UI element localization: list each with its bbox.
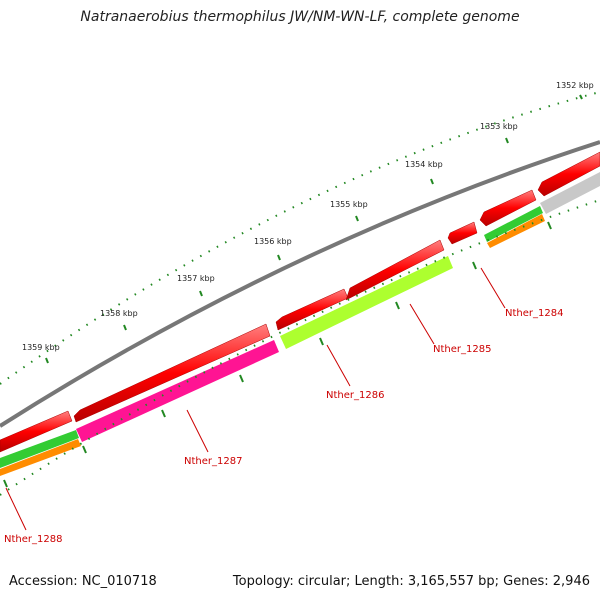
major-tick-1356 [277, 254, 281, 261]
cds-arrow-1288[interactable] [0, 410, 73, 453]
accession-text: Accession: NC_010718 [9, 574, 157, 589]
gene-label-1287[interactable]: Nther_1287 [184, 456, 242, 467]
backbone-ring [0, 140, 600, 428]
inner-major-tick-3 [161, 409, 166, 418]
leader-1285 [409, 303, 435, 345]
inner-major-tick-8 [547, 221, 552, 230]
scale-major-ticks [45, 94, 583, 364]
gene-label-1286[interactable]: Nther_1286 [326, 390, 384, 401]
function-bar-1286[interactable] [280, 256, 453, 349]
map-title: Natranaerobius thermophilus JW/NM-WN-LF,… [80, 9, 520, 25]
green-track[interactable] [0, 206, 543, 468]
cds-arrow-a[interactable] [479, 189, 537, 227]
inner-minor-ticks [0, 199, 600, 496]
major-tick-1357 [199, 290, 203, 297]
cds-arrow-b[interactable] [537, 151, 600, 197]
gene-label-1288[interactable]: Nther_1288 [4, 534, 62, 545]
scale-labels: 1352 kbp 1353 kbp 1354 kbp 1355 kbp 1356… [22, 81, 594, 352]
cds-arrow-1287[interactable] [73, 323, 271, 423]
inner-major-tick-7 [472, 261, 477, 270]
major-tick-1352 [579, 94, 583, 100]
inner-major-tick-6 [395, 301, 400, 310]
inner-major-tick-1 [3, 479, 8, 488]
inner-major-tick-5 [319, 337, 324, 346]
scale-label-1356: 1356 kbp [254, 237, 292, 246]
major-tick-1355 [355, 215, 359, 222]
scale-label-1359: 1359 kbp [22, 343, 60, 352]
scale-label-1355: 1355 kbp [330, 200, 368, 209]
topology-text: Topology: circular; Length: 3,165,557 bp… [232, 574, 590, 589]
orange-track[interactable] [0, 214, 545, 476]
major-tick-1359 [45, 357, 49, 364]
inner-tick-ring [0, 199, 600, 496]
cds-track[interactable] [0, 151, 600, 453]
function-bar-gray[interactable] [540, 172, 600, 214]
major-tick-1353 [505, 137, 509, 144]
leader-1286 [326, 344, 351, 387]
function-bar-1287[interactable] [76, 340, 279, 442]
scale-label-1354: 1354 kbp [405, 160, 443, 169]
function-track[interactable] [76, 172, 600, 442]
scale-label-1353: 1353 kbp [480, 122, 518, 131]
cds-arrow-1285[interactable] [345, 239, 445, 301]
major-tick-1354 [430, 178, 434, 185]
green-bar-left[interactable] [0, 430, 79, 468]
scale-label-1358: 1358 kbp [100, 309, 138, 318]
orange-bar-right[interactable] [487, 214, 545, 248]
gene-label-1284[interactable]: Nther_1284 [505, 308, 563, 319]
green-bar-right[interactable] [484, 206, 543, 242]
gene-label-1285[interactable]: Nther_1285 [433, 344, 491, 355]
inner-major-tick-2 [82, 445, 87, 454]
gene-labels: Nther_1284 Nther_1285 Nther_1286 Nther_1… [4, 308, 563, 545]
cds-arrow-1284[interactable] [447, 221, 478, 245]
leader-1284 [480, 267, 506, 309]
cds-arrow-1286[interactable] [275, 288, 349, 331]
major-tick-1358 [123, 324, 127, 331]
scale-label-1352: 1352 kbp [556, 81, 594, 90]
scale-label-1357: 1357 kbp [177, 274, 215, 283]
leader-1287 [186, 409, 209, 453]
orange-bar-left[interactable] [0, 439, 81, 476]
inner-major-tick-4 [239, 374, 244, 383]
leader-1288 [5, 487, 27, 531]
gene-label-leaders [5, 267, 506, 531]
